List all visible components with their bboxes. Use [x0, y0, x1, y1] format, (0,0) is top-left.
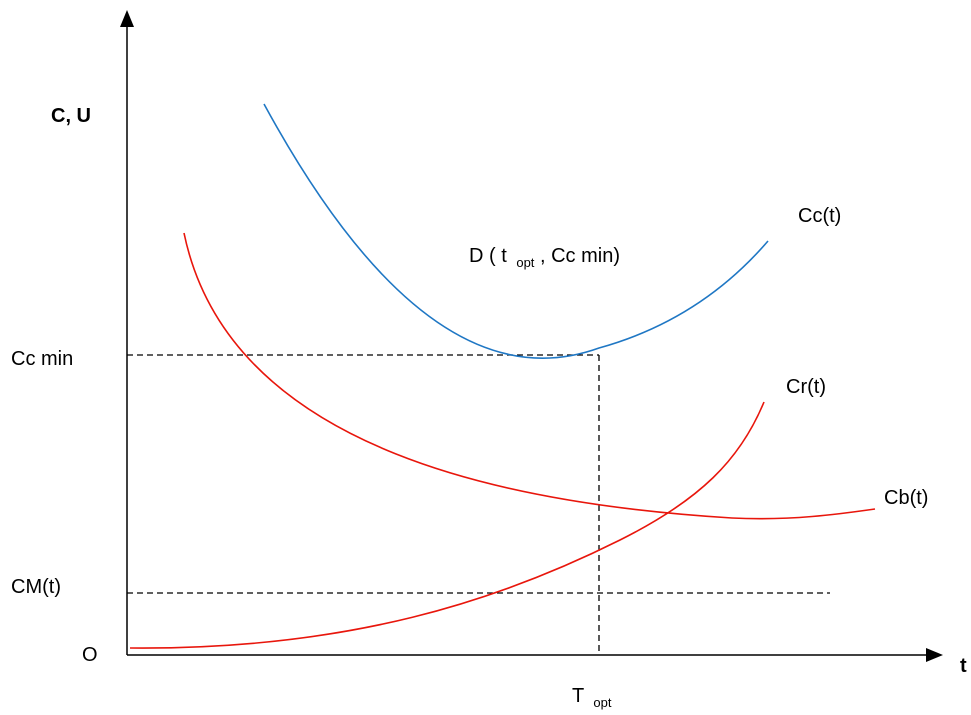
- cr-curve-label: Cr(t): [786, 376, 826, 398]
- cr-curve: [129, 401, 765, 649]
- origin-label: O: [82, 644, 98, 666]
- cb-curve: [183, 232, 876, 520]
- y-axis-label: C, U: [51, 105, 91, 127]
- x-axis-label: t: [960, 655, 967, 677]
- cc-curve: [263, 103, 769, 359]
- optimum-point-label: D ( t opt , Cc min): [469, 245, 620, 272]
- cc-curve-label: Cc(t): [798, 205, 841, 227]
- y-axis-arrow: [120, 10, 134, 27]
- cc-min-label: Cc min: [11, 348, 73, 370]
- cm-label: CM(t): [11, 576, 61, 598]
- x-axis-arrow: [926, 648, 943, 662]
- t-opt-label: T opt: [572, 685, 612, 710]
- cb-curve-label: Cb(t): [884, 487, 928, 509]
